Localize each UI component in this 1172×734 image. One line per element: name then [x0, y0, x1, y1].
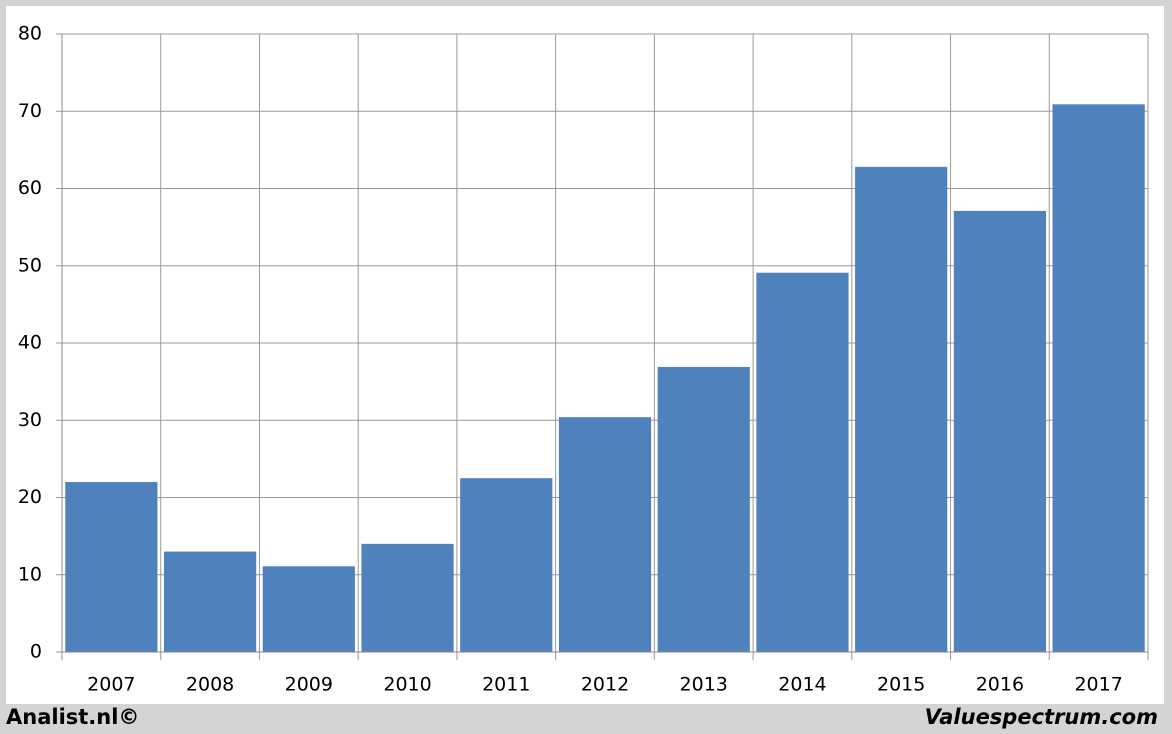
- footer-left: Analist.nl©: [6, 705, 139, 729]
- bar: [460, 478, 553, 652]
- y-tick-label: 80: [18, 23, 42, 45]
- bar: [855, 166, 948, 652]
- x-tick-label: 2008: [186, 674, 234, 696]
- y-tick-label: 30: [18, 409, 42, 431]
- y-tick-label: 60: [18, 177, 42, 199]
- bar: [65, 482, 158, 652]
- x-tick-label: 2007: [87, 674, 135, 696]
- y-tick-label: 70: [18, 100, 42, 122]
- y-tick-label: 0: [30, 641, 42, 663]
- y-tick-label: 40: [18, 332, 42, 354]
- x-tick-label: 2013: [680, 674, 728, 696]
- x-tick-label: 2011: [482, 674, 530, 696]
- y-tick-label: 50: [18, 254, 42, 276]
- x-tick-label: 2014: [778, 674, 826, 696]
- x-tick-label: 2009: [285, 674, 333, 696]
- x-tick-label: 2012: [581, 674, 629, 696]
- x-tick-label: 2017: [1074, 674, 1122, 696]
- footer-right: Valuespectrum.com: [925, 705, 1158, 729]
- bar: [361, 543, 454, 652]
- bar: [756, 272, 849, 652]
- bar: [262, 566, 355, 652]
- x-tick-label: 2015: [877, 674, 925, 696]
- y-tick-label: 10: [18, 563, 42, 585]
- bar: [657, 366, 750, 652]
- bar: [953, 210, 1047, 652]
- bar: [558, 417, 652, 652]
- x-tick-label: 2016: [976, 674, 1024, 696]
- bar: [163, 551, 257, 652]
- y-tick-label: 20: [18, 486, 42, 508]
- bar: [1052, 104, 1145, 653]
- x-tick-label: 2010: [383, 674, 431, 696]
